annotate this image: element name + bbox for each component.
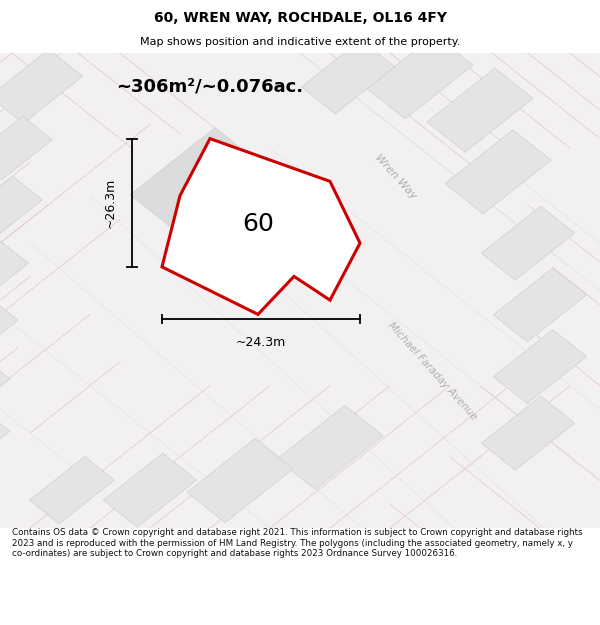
Text: Michael Faraday Avenue: Michael Faraday Avenue xyxy=(386,321,478,422)
Polygon shape xyxy=(427,68,533,152)
Text: Contains OS data © Crown copyright and database right 2021. This information is : Contains OS data © Crown copyright and d… xyxy=(12,528,583,558)
Polygon shape xyxy=(0,116,52,180)
Polygon shape xyxy=(367,35,473,119)
Text: ~26.3m: ~26.3m xyxy=(104,177,117,228)
Polygon shape xyxy=(493,268,587,342)
Polygon shape xyxy=(103,453,197,527)
Polygon shape xyxy=(0,240,28,304)
Polygon shape xyxy=(481,396,575,470)
Polygon shape xyxy=(187,439,293,522)
Polygon shape xyxy=(301,40,395,114)
Text: Wren Way: Wren Way xyxy=(373,152,419,201)
Text: 60, WREN WAY, ROCHDALE, OL16 4FY: 60, WREN WAY, ROCHDALE, OL16 4FY xyxy=(154,11,446,24)
Polygon shape xyxy=(277,406,383,489)
Polygon shape xyxy=(481,206,575,280)
Polygon shape xyxy=(0,411,10,465)
Polygon shape xyxy=(0,176,43,244)
Text: ~306m²/~0.076ac.: ~306m²/~0.076ac. xyxy=(116,78,304,96)
Polygon shape xyxy=(130,127,266,235)
Polygon shape xyxy=(0,300,18,357)
Polygon shape xyxy=(493,329,587,404)
Polygon shape xyxy=(0,359,10,413)
Text: Map shows position and indicative extent of the property.: Map shows position and indicative extent… xyxy=(140,38,460,47)
Polygon shape xyxy=(162,139,360,314)
Text: 60: 60 xyxy=(242,212,274,236)
Polygon shape xyxy=(0,49,83,123)
Polygon shape xyxy=(445,130,551,214)
Text: ~24.3m: ~24.3m xyxy=(236,336,286,349)
Polygon shape xyxy=(29,456,115,524)
